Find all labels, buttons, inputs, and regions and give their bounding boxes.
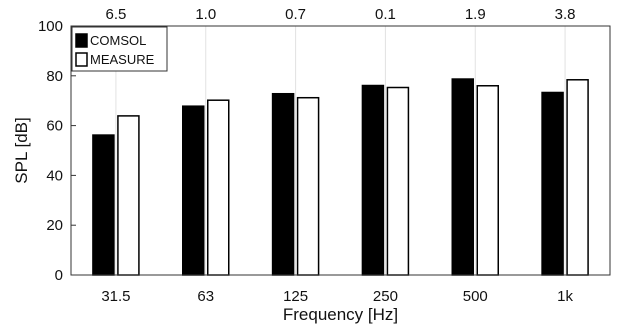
top-value-label: 1.0 [195, 6, 216, 23]
y-axis-label: SPL [dB] [12, 117, 31, 183]
bar-measure-1k [566, 79, 589, 276]
bar-comsol-250 [361, 84, 385, 276]
top-value-label: 0.7 [285, 6, 306, 23]
legend-label-comsol: COMSOL [90, 33, 146, 48]
bar-comsol-500 [451, 78, 474, 276]
bar-measure-250 [386, 86, 410, 276]
legend-box [71, 26, 168, 72]
plot-frame [70, 25, 611, 276]
bars [92, 78, 589, 276]
bar-comsol-31.5 [92, 134, 115, 276]
grid-lines [115, 26, 566, 275]
bar-comsol-63 [182, 105, 205, 276]
y-tick-label: 80 [46, 68, 63, 85]
x-tick-label: 125 [283, 288, 308, 305]
y-axis: 0 20 40 60 80 100 [38, 18, 76, 284]
x-tick-label: 500 [463, 288, 488, 305]
y-tick-label: 100 [38, 18, 63, 35]
bar-measure-31.5 [117, 115, 140, 276]
top-value-label: 1.9 [465, 6, 486, 23]
top-value-label: 6.5 [105, 6, 126, 23]
bar-measure-125 [296, 96, 320, 276]
top-value-labels: 6.5 1.0 0.7 0.1 1.9 3.8 [105, 6, 575, 23]
legend-swatch-comsol [75, 33, 88, 48]
y-tick-label: 40 [46, 167, 63, 184]
x-tick-label: 31.5 [101, 288, 130, 305]
x-tick-label: 63 [197, 288, 214, 305]
x-axis-label: Frequency [Hz] [283, 305, 398, 324]
legend-label-measure: MEASURE [90, 52, 155, 67]
bar-measure-500 [476, 85, 499, 276]
y-tick-label: 20 [46, 217, 63, 234]
x-tick-label: 1k [557, 288, 573, 305]
top-value-label: 0.1 [375, 6, 396, 23]
x-axis: 31.5 63 125 250 500 1k [101, 288, 573, 305]
y-tick-label: 60 [46, 118, 63, 135]
bar-comsol-125 [271, 92, 295, 276]
bar-comsol-1k [541, 91, 564, 276]
y-tick-label: 0 [55, 267, 63, 284]
legend: COMSOL MEASURE [71, 26, 168, 72]
x-tick-label: 250 [373, 288, 398, 305]
legend-swatch-measure [75, 52, 88, 67]
top-value-label: 3.8 [555, 6, 576, 23]
bar-measure-63 [207, 99, 230, 276]
